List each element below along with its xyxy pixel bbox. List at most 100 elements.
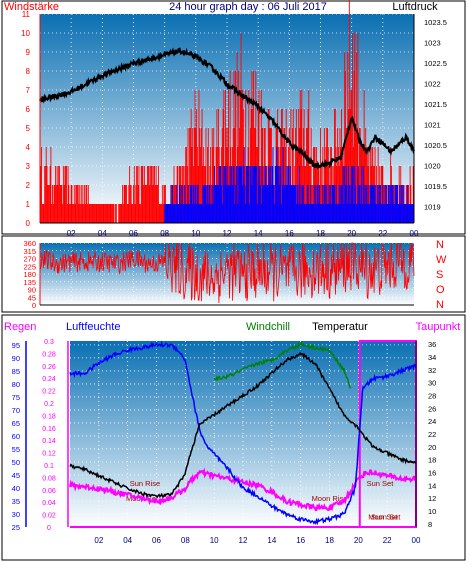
temperature-tick-label: 14 bbox=[428, 481, 436, 490]
p1-x-tick-label: 20 bbox=[347, 229, 356, 238]
temperature-tick-label: 36 bbox=[428, 340, 436, 349]
temperature-tick-label: 34 bbox=[428, 353, 436, 362]
humidity-line bbox=[69, 340, 417, 526]
temperature-tick-label: 30 bbox=[428, 379, 436, 388]
p1-x-tick-label: 02 bbox=[67, 229, 76, 238]
p2-y-tick-label: 270 bbox=[23, 255, 36, 264]
humidity-tick-label: 25 bbox=[12, 523, 20, 532]
wind-direction-line bbox=[39, 242, 415, 304]
p3-header-label: Windchill bbox=[246, 321, 290, 333]
p1-left-tick-label: 11 bbox=[22, 10, 31, 19]
p1-left-tick-label: 2 bbox=[26, 181, 31, 190]
p1-x-tick-label: 06 bbox=[129, 229, 138, 238]
p2-y-tick-label: 0 bbox=[32, 301, 36, 310]
compass-label: W bbox=[436, 254, 447, 266]
temperature-tick-label: 12 bbox=[428, 494, 436, 503]
temperature-line bbox=[69, 351, 417, 499]
p1-left-tick-label: 6 bbox=[26, 105, 31, 114]
p1-right-tick-label: 1023 bbox=[424, 39, 441, 48]
p3-x-tick-label: 04 bbox=[123, 536, 132, 545]
p1-right-tick-label: 1020 bbox=[424, 162, 441, 171]
compass-label: N bbox=[436, 239, 444, 251]
p1-x-tick-label: 04 bbox=[98, 229, 107, 238]
p1-left-tick-label: 4 bbox=[26, 143, 31, 152]
rain-tick-label: 0.08 bbox=[42, 475, 56, 482]
p3-x-tick-label: 20 bbox=[354, 536, 363, 545]
rain-tick-label: 0.24 bbox=[42, 376, 56, 383]
rain-tick-label: 0.1 bbox=[44, 463, 54, 470]
humidity-tick-label: 90 bbox=[12, 354, 20, 363]
p3-x-tick-label: 22 bbox=[383, 536, 392, 545]
rain-tick-label: 0.28 bbox=[42, 351, 56, 358]
p3-x-tick-label: 18 bbox=[325, 536, 334, 545]
rain-tick-label: 0.12 bbox=[42, 451, 56, 458]
p3-x-tick-label: 14 bbox=[267, 536, 276, 545]
p2-y-tick-label: 90 bbox=[28, 286, 36, 295]
sun-moon-event-label: Sun Set bbox=[367, 479, 395, 488]
humidity-tick-label: 55 bbox=[12, 445, 20, 454]
sun-moon-event-label: Moon Rise bbox=[312, 494, 348, 503]
p1-left-tick-label: 1 bbox=[26, 200, 31, 209]
p2-y-tick-label: 180 bbox=[23, 270, 36, 279]
p1-x-tick-label: 22 bbox=[378, 229, 387, 238]
p1-x-tick-label: 08 bbox=[160, 229, 169, 238]
p3-x-tick-label: 00 bbox=[412, 536, 421, 545]
p3-x-tick-label: 12 bbox=[239, 536, 248, 545]
temperature-tick-label: 28 bbox=[428, 392, 436, 401]
sun-moon-event-label: Moon Set bbox=[368, 513, 401, 522]
p1-x-tick-label: 14 bbox=[254, 229, 263, 238]
p1-left-tick-label: 8 bbox=[26, 67, 31, 76]
p1-left-tick-label: 3 bbox=[26, 162, 31, 171]
humidity-tick-label: 40 bbox=[12, 484, 20, 493]
temperature-tick-label: 8 bbox=[428, 520, 432, 529]
compass-label: N bbox=[436, 299, 444, 311]
rain-tick-label: 0.16 bbox=[42, 426, 56, 433]
rain-tick-label: 0.22 bbox=[42, 389, 56, 396]
temperature-tick-label: 20 bbox=[428, 443, 436, 452]
p1-left-tick-label: 10 bbox=[21, 29, 30, 38]
humidity-tick-label: 85 bbox=[12, 367, 20, 376]
temperature-tick-label: 32 bbox=[428, 366, 436, 375]
humidity-tick-label: 95 bbox=[12, 341, 20, 350]
temperature-tick-label: 24 bbox=[428, 417, 436, 426]
p1-x-tick-label: 12 bbox=[223, 229, 232, 238]
p1-right-tick-label: 1023.5 bbox=[424, 18, 447, 27]
p3-header-label: Taupunkt bbox=[416, 321, 461, 333]
humidity-tick-label: 30 bbox=[12, 510, 20, 519]
p1-x-tick-label: 18 bbox=[316, 229, 325, 238]
panel1-chart-title: 24 hour graph day : 06 Juli 2017 bbox=[169, 1, 327, 13]
p3-x-tick-label: 02 bbox=[94, 536, 103, 545]
humidity-tick-label: 50 bbox=[12, 458, 20, 467]
p3-header-label: Regen bbox=[4, 321, 36, 333]
humidity-tick-label: 45 bbox=[12, 471, 20, 480]
rain-tick-label: 0.2 bbox=[44, 401, 54, 408]
temperature-tick-label: 18 bbox=[428, 456, 436, 465]
p3-x-tick-label: 08 bbox=[181, 536, 190, 545]
pressure-line bbox=[39, 47, 415, 169]
rain-tick-label: 0.3 bbox=[44, 339, 54, 346]
temperature-tick-label: 16 bbox=[428, 468, 436, 477]
temperature-tick-label: 26 bbox=[428, 404, 436, 413]
p3-x-tick-label: 06 bbox=[152, 536, 161, 545]
p1-right-tick-label: 1021.5 bbox=[424, 100, 447, 109]
rain-tick-label: 0.04 bbox=[42, 500, 56, 507]
p3-x-tick-label: 10 bbox=[210, 536, 219, 545]
rain-tick-label: 0 bbox=[47, 525, 51, 532]
p1-left-tick-label: 0 bbox=[26, 219, 31, 228]
compass-label: S bbox=[436, 269, 443, 281]
p2-y-tick-label: 225 bbox=[23, 262, 36, 271]
humidity-tick-label: 75 bbox=[12, 393, 20, 402]
p3-header-label: Luftfeuchte bbox=[66, 321, 120, 333]
p1-x-tick-label: 10 bbox=[191, 229, 200, 238]
panel1-right-title: Luftdruck bbox=[392, 1, 438, 13]
p2-y-tick-label: 315 bbox=[23, 247, 36, 256]
p1-right-tick-label: 1021 bbox=[424, 121, 441, 130]
p2-y-tick-label: 135 bbox=[23, 278, 36, 287]
p1-right-tick-label: 1019 bbox=[424, 203, 441, 212]
humidity-tick-label: 80 bbox=[12, 380, 20, 389]
temperature-tick-label: 10 bbox=[428, 507, 436, 516]
panel1-left-title: Windstärke bbox=[4, 1, 59, 13]
p2-y-tick-label: 45 bbox=[28, 293, 36, 302]
